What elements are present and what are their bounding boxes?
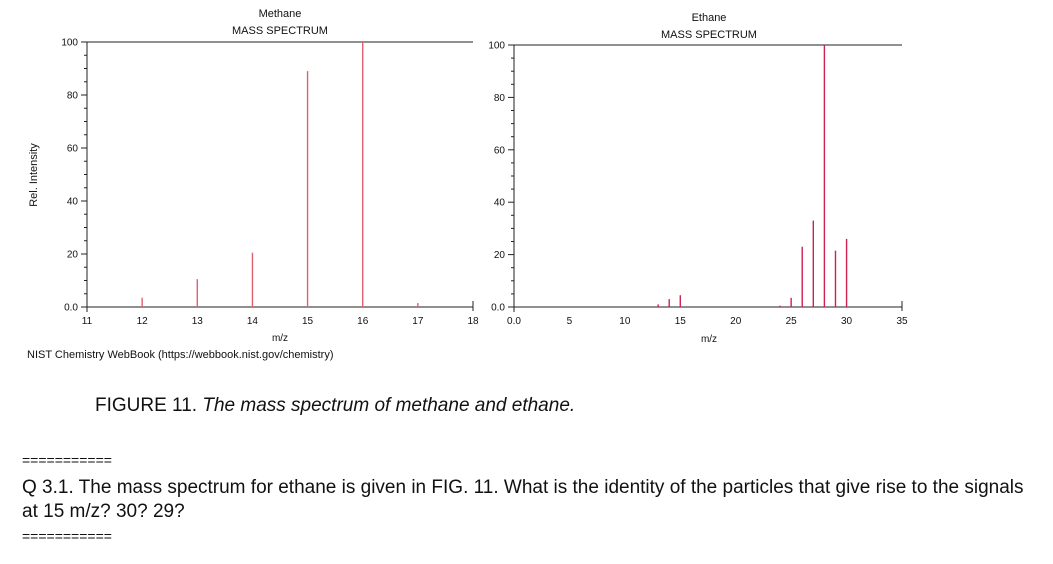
methane-x-tick-label: 11 <box>82 316 93 327</box>
ethane-x-tick-label: 25 <box>786 316 798 327</box>
ethane-x-tick-label: 20 <box>730 316 742 327</box>
ethane-chart-title: Ethane <box>692 12 727 24</box>
methane-y-tick-label: 40 <box>67 197 79 208</box>
ethane-x-tick-label: 15 <box>675 316 687 327</box>
methane-y-axis-label: Rel. Intensity <box>28 143 40 207</box>
methane-x-tick-label: 13 <box>192 316 204 327</box>
methane-chart-title: Methane <box>259 8 302 20</box>
methane-x-tick-label: 18 <box>467 316 479 327</box>
figure-caption-text: The mass spectrum of methane and ethane. <box>202 395 576 416</box>
question-text: Q 3.1. The mass spectrum for ethane is g… <box>22 477 1024 522</box>
ethane-x-tick-label: 10 <box>619 316 631 327</box>
ethane-y-tick-label: 0.0 <box>491 303 505 314</box>
methane-x-tick-label: 16 <box>357 316 369 327</box>
methane-y-tick-label: 20 <box>67 250 79 261</box>
methane-x-tick-label: 17 <box>412 316 424 327</box>
methane-y-tick-label: 0.0 <box>64 303 78 314</box>
methane-y-tick-label: 60 <box>67 144 79 155</box>
separator-top: =========== <box>22 452 112 468</box>
source-credit: NIST Chemistry WebBook (https://webbook.… <box>27 349 333 361</box>
figure-caption: FIGURE 11. The mass spectrum of methane … <box>95 395 575 417</box>
methane-x-tick-label: 15 <box>302 316 314 327</box>
ethane-x-tick-label: 35 <box>896 316 908 327</box>
methane-x-tick-label: 12 <box>137 316 149 327</box>
ethane-y-tick-label: 20 <box>494 250 506 261</box>
ethane-chart-subtitle: MASS SPECTRUM <box>661 29 757 41</box>
separator-bottom: =========== <box>22 528 112 544</box>
methane-y-tick-label: 80 <box>67 91 79 102</box>
mass-spectra-figure: Methane MASS SPECTRUM 0.0 20 40 60 80 100 11 12 13… <box>27 8 908 361</box>
methane-x-tick-label: 14 <box>247 316 259 327</box>
methane-x-axis-label: m/z <box>272 333 288 344</box>
figure-caption-prefix: FIGURE 11. <box>95 395 198 416</box>
ethane-y-tick-label: 60 <box>494 145 506 156</box>
ethane-x-tick-label: 0.0 <box>507 316 521 327</box>
ethane-x-tick-label: 30 <box>841 316 853 327</box>
ethane-x-tick-label: 5 <box>567 316 573 327</box>
methane-y-tick-label: 100 <box>61 38 78 49</box>
ethane-y-tick-label: 40 <box>494 198 506 209</box>
ethane-y-tick-label: 100 <box>488 41 505 52</box>
methane-chart-subtitle: MASS SPECTRUM <box>232 25 328 37</box>
ethane-x-axis-label: m/z <box>701 334 717 345</box>
ethane-y-tick-label: 80 <box>494 93 506 104</box>
